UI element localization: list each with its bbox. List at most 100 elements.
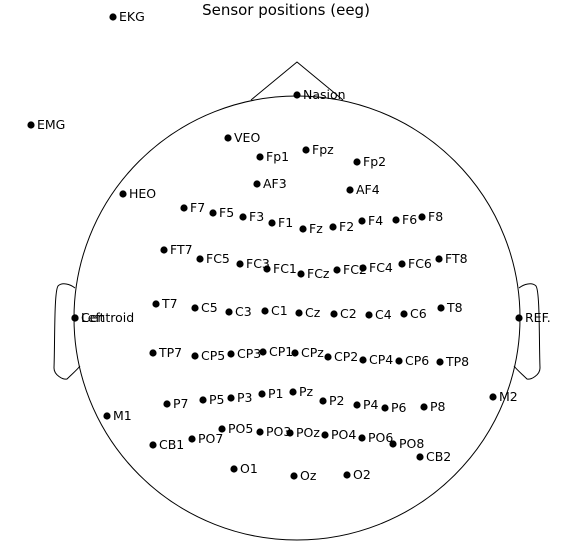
sensor-label-c5: C5	[201, 300, 218, 315]
sensor-label-c2: C2	[340, 306, 357, 321]
sensor-label-ekg: EKG	[119, 9, 145, 24]
sensor-dot-fpz	[302, 146, 310, 154]
sensor-dot-f6	[392, 216, 400, 224]
sensor-label-t8: T8	[446, 300, 463, 315]
nose-outline	[250, 61, 344, 101]
sensor-label-cb2: CB2	[426, 449, 451, 464]
sensor-label-fc6: FC6	[408, 256, 432, 271]
sensor-dot-po6	[358, 434, 366, 442]
sensor-dot-c2	[330, 310, 338, 318]
right-ear-outline	[513, 283, 541, 380]
sensor-label-po3: PO3	[266, 424, 291, 439]
sensor-label-veo: VEO	[234, 130, 260, 145]
sensor-label-heo: HEO	[129, 186, 156, 201]
sensor-label-o1: O1	[240, 461, 258, 476]
sensor-label-po6: PO6	[368, 430, 393, 445]
sensor-label-cz: Cz	[305, 305, 321, 320]
sensor-dot-t8	[437, 304, 445, 312]
sensor-dot-c3	[225, 308, 233, 316]
sensor-dot-p4	[353, 401, 361, 409]
sensor-label-p2: P2	[329, 393, 345, 408]
sensor-label-c6: C6	[410, 306, 427, 321]
sensor-label-fz: Fz	[309, 221, 323, 236]
sensor-label-tp7: TP7	[158, 345, 182, 360]
sensor-dot-cpz	[291, 349, 299, 357]
sensor-dot-fc2	[333, 266, 341, 274]
sensor-label-cp3: CP3	[237, 346, 261, 361]
sensor-dot-cp4	[359, 356, 367, 364]
sensor-dot-c6	[400, 310, 408, 318]
sensor-dot-fc4	[359, 264, 367, 272]
sensor-dot-o2	[343, 471, 351, 479]
sensor-label-f4: F4	[368, 213, 383, 228]
sensor-dot-cz	[295, 309, 303, 317]
sensor-label-ft7: FT7	[170, 242, 193, 257]
sensor-label-p1: P1	[268, 386, 284, 401]
sensor-dot-po8	[389, 440, 397, 448]
sensor-dot-t7	[152, 300, 160, 308]
sensor-label-po8: PO8	[399, 436, 424, 451]
sensor-dot-po3	[256, 428, 264, 436]
sensor-dot-cp3	[227, 350, 235, 358]
sensor-dot-m2	[489, 393, 497, 401]
sensor-dot-p7	[163, 400, 171, 408]
sensor-label-po4: PO4	[331, 427, 356, 442]
sensor-dot-p6	[381, 404, 389, 412]
sensor-label-f6: F6	[402, 212, 417, 227]
sensor-label-f2: F2	[339, 219, 354, 234]
sensor-label-cpz: CPz	[301, 345, 324, 360]
sensor-dot-fp1	[256, 153, 264, 161]
sensor-dot-f3	[239, 213, 247, 221]
sensor-label-t7: T7	[161, 296, 178, 311]
sensor-label-p8: P8	[430, 399, 446, 414]
sensor-label-af4: AF4	[356, 182, 380, 197]
sensor-dot-fcz	[297, 270, 305, 278]
sensor-label-cp2: CP2	[334, 349, 358, 364]
sensor-dot-o1	[230, 465, 238, 473]
sensor-label-p4: P4	[363, 397, 379, 412]
sensor-dot-fp2	[353, 158, 361, 166]
sensor-label-left: Left	[81, 310, 105, 325]
sensor-label-f8: F8	[428, 209, 443, 224]
sensor-dot-cb1	[149, 441, 157, 449]
sensor-label-cb1: CB1	[159, 437, 184, 452]
sensor-dot-oz	[290, 472, 298, 480]
sensor-dot-p8	[420, 403, 428, 411]
sensor-label-pz: Pz	[299, 384, 314, 399]
sensor-dot-fc6	[398, 260, 406, 268]
sensor-dot-f1	[268, 219, 276, 227]
sensor-dot-tp8	[436, 358, 444, 366]
sensor-label-cp1: CP1	[269, 344, 293, 359]
sensor-dot-f7	[180, 204, 188, 212]
sensor-dot-cp1	[259, 348, 267, 356]
sensor-dot-fz	[299, 225, 307, 233]
sensor-dot-heo	[119, 190, 127, 198]
left-ear-outline	[53, 283, 81, 380]
sensor-dot-c1	[261, 307, 269, 315]
sensor-dot-p2	[319, 397, 327, 405]
sensor-dot-pz	[289, 388, 297, 396]
sensor-label-cp5: CP5	[201, 348, 225, 363]
sensor-label-ft8: FT8	[445, 251, 468, 266]
sensor-dot-p5	[199, 396, 207, 404]
sensor-label-fc5: FC5	[206, 251, 230, 266]
sensor-dot-ekg	[109, 13, 117, 21]
sensor-dot-cp6	[395, 357, 403, 365]
sensor-dot-po7	[188, 435, 196, 443]
sensor-dot-cb2	[416, 453, 424, 461]
sensor-label-fcz: FCz	[307, 266, 330, 281]
sensor-dot-ref	[515, 314, 523, 322]
sensor-label-fp1: Fp1	[266, 149, 289, 164]
sensor-label-f3: F3	[249, 209, 264, 224]
sensor-label-af3: AF3	[263, 176, 287, 191]
sensor-dot-po4	[321, 431, 329, 439]
sensor-dot-tp7	[149, 349, 157, 357]
sensor-dot-fc1	[263, 265, 271, 273]
sensor-dot-f4	[358, 217, 366, 225]
sensor-dot-centroid	[71, 314, 79, 322]
sensor-label-p7: P7	[173, 396, 189, 411]
sensor-label-o2: O2	[353, 467, 371, 482]
sensor-label-centroid: Centroid	[81, 310, 134, 325]
sensor-label-c3: C3	[235, 304, 252, 319]
